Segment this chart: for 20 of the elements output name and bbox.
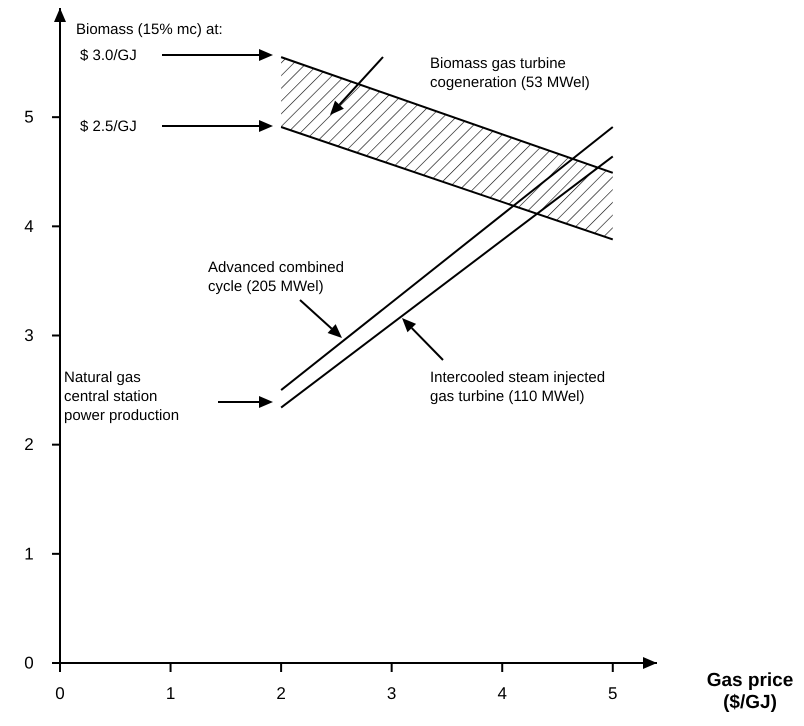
y-tick-label: 4 <box>24 216 34 236</box>
annotation: Natural gas central station power production <box>64 369 180 424</box>
annotation: $ 2.5/GJ <box>80 118 137 135</box>
x-tick-label: 4 <box>497 684 507 703</box>
annotation: Advanced combined cycle (205 MWel) <box>208 259 344 295</box>
x-tick-label: 3 <box>386 684 396 703</box>
x-tick-label: 1 <box>166 684 176 703</box>
y-tick-label: 3 <box>24 326 34 345</box>
x-tick-label: 5 <box>608 684 618 703</box>
y-tick-label: 1 <box>24 544 34 564</box>
annotation: Intercooled steam injected gas turbine (110 MWel) <box>430 369 606 405</box>
y-tick-label: 5 <box>24 108 34 127</box>
x-tick-label: 0 <box>55 684 65 703</box>
annotation: Biomass (15% mc) at: <box>76 21 223 38</box>
y-tick-label: 0 <box>24 653 34 672</box>
annotation: Biomass gas turbine cogeneration (53 MWel) <box>430 55 590 91</box>
y-tick-label: 2 <box>24 435 34 454</box>
x-tick-label: 2 <box>276 684 286 703</box>
x-axis-title: Gas price ($/GJ) <box>706 670 794 713</box>
annotation: $ 3.0/GJ <box>80 47 137 64</box>
